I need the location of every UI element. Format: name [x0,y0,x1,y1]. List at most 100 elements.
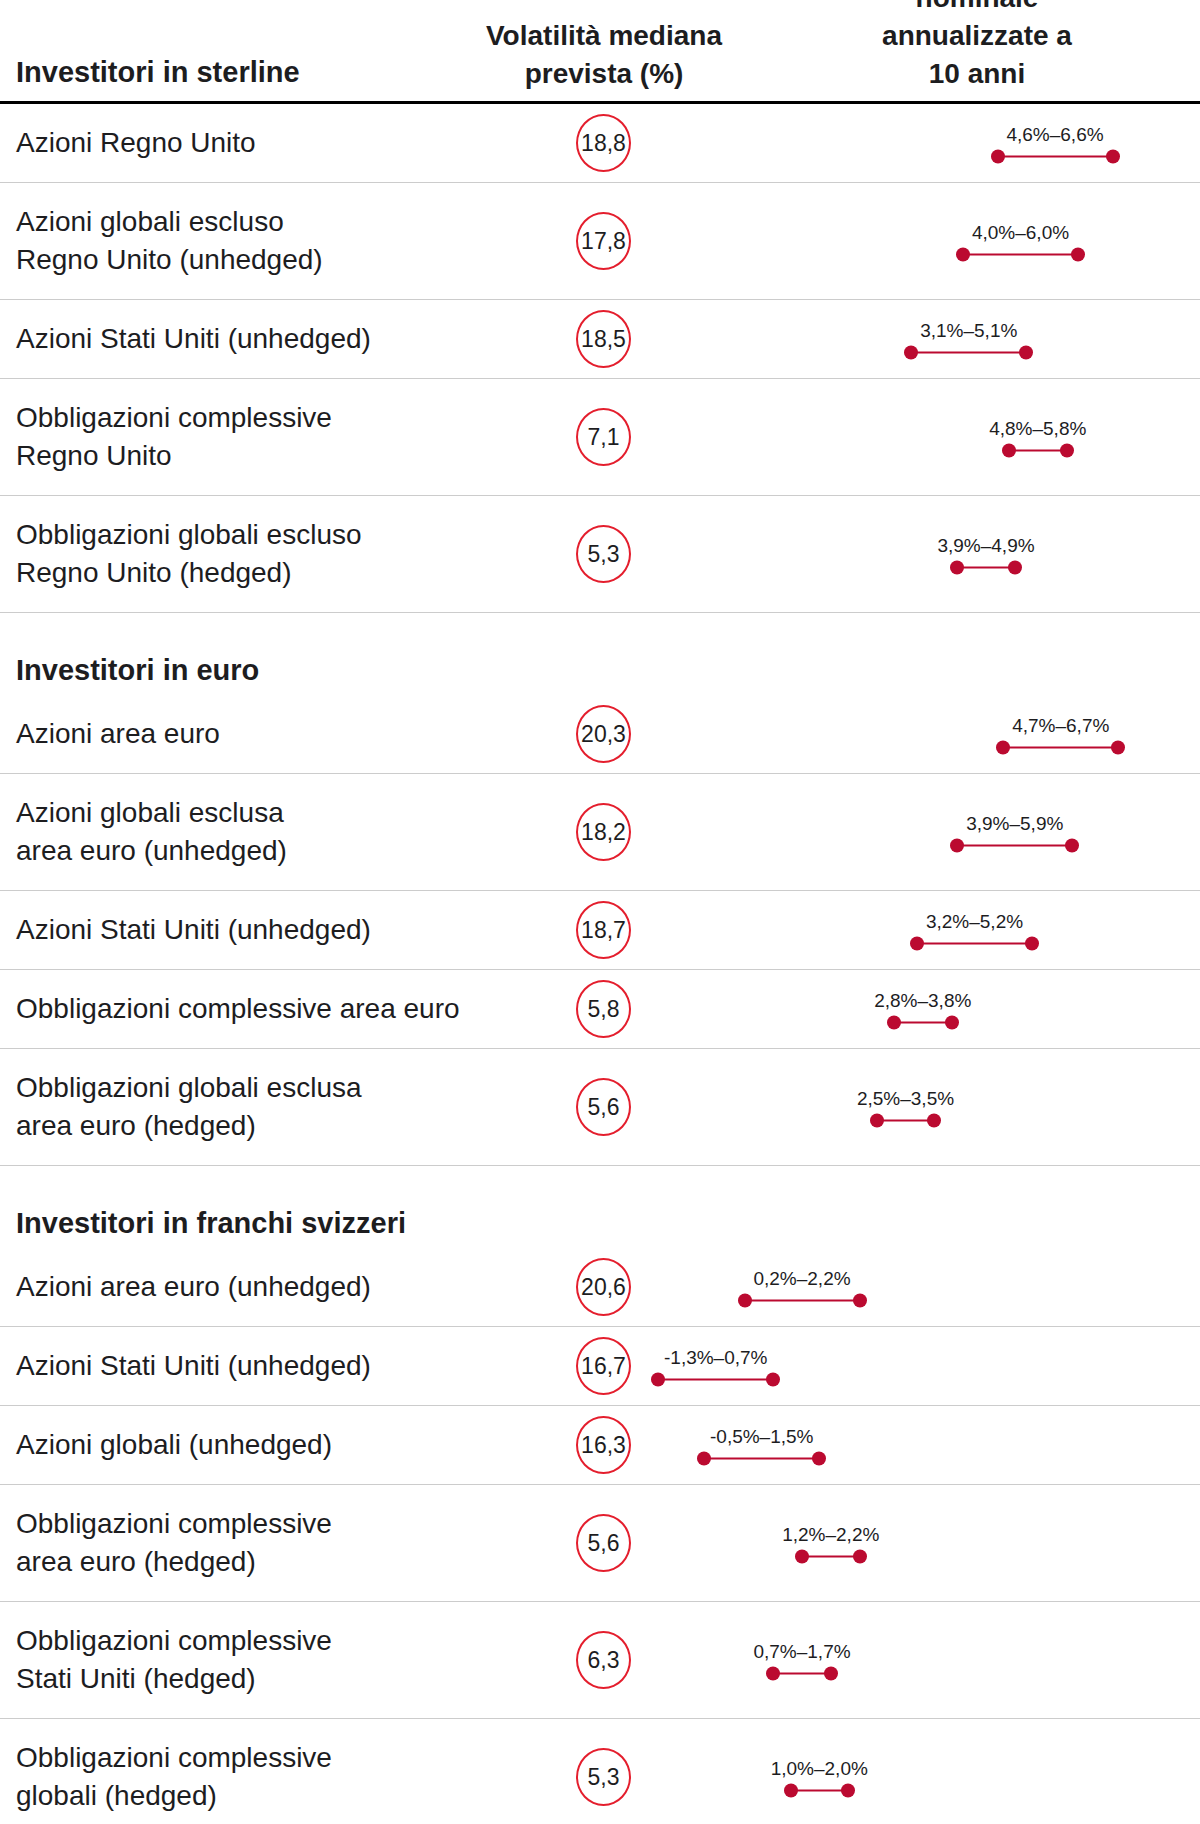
return-projection-range: 1,0%–2,0% [791,1757,849,1798]
range-line [802,1550,860,1564]
volatility-circle: 18,7 [576,901,631,959]
range-line [963,248,1078,262]
return-projection-range: 4,0%–6,0% [963,221,1078,262]
range-high-dot [841,1784,855,1798]
range-label: 4,7%–6,7% [1012,714,1109,738]
range-label: 2,8%–3,8% [874,989,971,1013]
range-bar [791,1790,849,1792]
range-bar [1003,747,1118,749]
table-row: Obbligazioni complessive Regno Unito 7,1… [0,379,1200,496]
volatility-circle: 17,8 [576,212,631,270]
range-low-dot [795,1550,809,1564]
table-row: Azioni globali escluso Regno Unito (unhe… [0,183,1200,300]
section: Investitori in euro Azioni area euro 20,… [0,613,1200,1166]
range-label: 3,1%–5,1% [920,319,1017,343]
range-high-dot [812,1452,826,1466]
volatility-value: 18,8 [581,130,626,157]
range-bar [957,567,1015,569]
range-label: 1,0%–2,0% [771,1757,868,1781]
return-projection-range: 2,5%–3,5% [877,1087,935,1128]
range-low-dot [887,1016,901,1030]
asset-label: Obbligazioni complessive area euro [16,990,561,1028]
range-line [1009,444,1067,458]
return-projection-range: 2,8%–3,8% [894,989,952,1030]
volatility-value: 20,6 [581,1274,626,1301]
table-row: Obbligazioni complessive area euro 5,8 2… [0,970,1200,1049]
range-bar [745,1300,860,1302]
volatility-circle: 20,3 [576,705,631,763]
return-projection-range: 4,6%–6,6% [998,123,1113,164]
return-projection-range: 3,1%–5,1% [911,319,1026,360]
range-bar [957,845,1072,847]
range-label: 4,8%–5,8% [989,417,1086,441]
volatility-value: 5,6 [588,1094,620,1121]
range-label: -0,5%–1,5% [710,1425,814,1449]
section: Azioni Regno Unito 18,8 4,6%–6,6% Azioni… [0,104,1200,613]
range-line [773,1667,831,1681]
volatility-value: 16,3 [581,1432,626,1459]
asset-label: Azioni Stati Uniti (unhedged) [16,320,561,358]
range-bar [773,1673,831,1675]
return-projection-range: 1,2%–2,2% [802,1523,860,1564]
asset-label: Azioni area euro (unhedged) [16,1268,561,1306]
table-row: Azioni globali esclusa area euro (unhedg… [0,774,1200,891]
range-line [658,1373,773,1387]
asset-label: Obbligazioni complessive area euro (hedg… [16,1505,561,1581]
range-line [894,1016,952,1030]
range-low-dot [651,1373,665,1387]
volatility-value: 18,5 [581,326,626,353]
table-row: Azioni globali (unhedged) 16,3 -0,5%–1,5… [0,1406,1200,1485]
range-label: 1,2%–2,2% [782,1523,879,1547]
range-low-dot [1002,444,1016,458]
range-line [1003,741,1118,755]
range-low-dot [766,1667,780,1681]
table-row: Azioni area euro (unhedged) 20,6 0,2%–2,… [0,1248,1200,1327]
range-high-dot [1071,248,1085,262]
range-bar [877,1120,935,1122]
table-row: Azioni Regno Unito 18,8 4,6%–6,6% [0,104,1200,183]
range-low-dot [950,561,964,575]
range-low-dot [904,346,918,360]
return-projection-range: -0,5%–1,5% [704,1425,819,1466]
range-bar [802,1556,860,1558]
range-high-dot [1060,444,1074,458]
volatility-circle: 16,3 [576,1416,631,1474]
table-row: Azioni Stati Uniti (unhedged) 18,7 3,2%–… [0,891,1200,970]
asset-label: Azioni globali escluso Regno Unito (unhe… [16,203,561,279]
column-header-volatility: Volatilità mediana prevista (%) [486,17,722,93]
table-row: Obbligazioni complessive globali (hedged… [0,1719,1200,1824]
range-low-dot [996,741,1010,755]
range-low-dot [870,1114,884,1128]
volatility-circle: 5,8 [576,980,631,1038]
range-bar [917,943,1032,945]
range-line [704,1452,819,1466]
range-bar [894,1022,952,1024]
section: Investitori in franchi svizzeri Azioni a… [0,1166,1200,1824]
range-label: 4,6%–6,6% [1006,123,1103,147]
range-line [911,346,1026,360]
range-high-dot [824,1667,838,1681]
range-label: 3,9%–4,9% [937,534,1034,558]
range-high-dot [853,1550,867,1564]
table-row: Obbligazioni complessive Stati Uniti (he… [0,1602,1200,1719]
volatility-value: 5,6 [588,1530,620,1557]
column-header-projections: Proiezioni di rendimento nominale annual… [866,0,1089,93]
range-label: 3,2%–5,2% [926,910,1023,934]
asset-label: Azioni globali esclusa area euro (unhedg… [16,794,561,870]
volatility-value: 5,3 [588,1764,620,1791]
return-projection-range: 3,2%–5,2% [917,910,1032,951]
volatility-value: 18,7 [581,917,626,944]
volatility-circle: 18,5 [576,310,631,368]
volatility-value: 20,3 [581,721,626,748]
range-bar [998,156,1113,158]
volatility-circle: 20,6 [576,1258,631,1316]
range-line [957,561,1015,575]
return-projection-range: 4,8%–5,8% [1009,417,1067,458]
range-high-dot [1008,561,1022,575]
range-line [998,150,1113,164]
volatility-value: 5,8 [588,996,620,1023]
asset-label: Obbligazioni complessive globali (hedged… [16,1739,561,1815]
return-projection-range: -1,3%–0,7% [658,1346,773,1387]
volatility-circle: 5,6 [576,1514,631,1572]
asset-label: Obbligazioni globali escluso Regno Unito… [16,516,561,592]
